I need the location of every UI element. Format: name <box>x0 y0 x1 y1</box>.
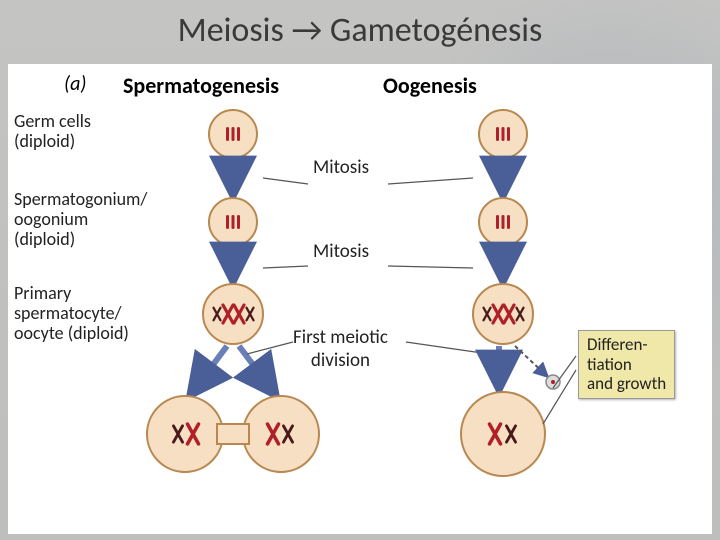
page-title: Meiosis → Gametogénesis <box>0 10 720 51</box>
cells-svg <box>8 64 712 534</box>
diagram-panel: (a) Spermatogenesis Oogenesis Germ cells… <box>8 64 712 534</box>
